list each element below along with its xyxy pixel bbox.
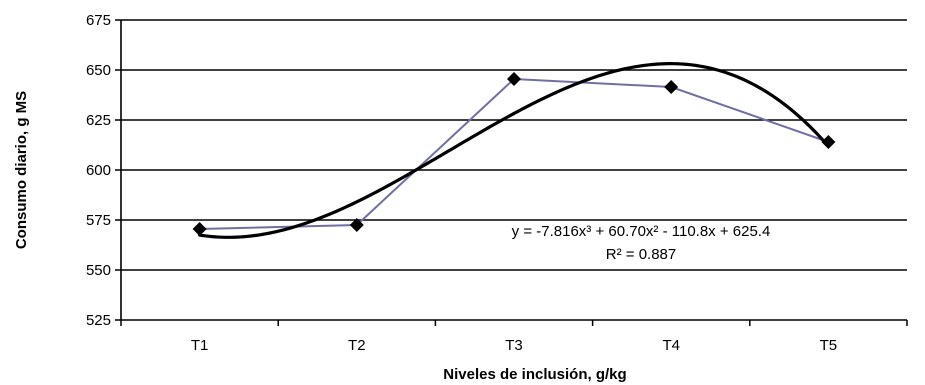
y-tick-label: 525 [86,312,111,329]
series-group [199,77,829,230]
axes [115,19,908,326]
data-point-marker [349,218,364,232]
y-tick-label: 650 [86,62,111,79]
y-tick-labels: 525 550 575 600 625 650 675 [86,12,111,329]
x-axis-title: Niveles de inclusión, g/kg [443,366,626,383]
x-tick-label: T2 [348,337,366,354]
x-tick-label: T3 [505,337,523,354]
data-markers [192,72,836,236]
data-point-marker [664,80,679,94]
data-point-marker [821,135,836,149]
x-tick-label: T5 [820,337,838,354]
y-axis-title: Consumo diario, g MS [13,91,30,249]
r-squared-label: R² = 0.887 [606,246,676,263]
y-tick-label: 575 [86,212,111,229]
x-tick-labels: T1 T2 T3 T4 T5 [191,337,837,354]
y-tick-label: 625 [86,112,111,129]
trendline-curve [198,62,830,239]
gridlines [121,19,907,271]
trendline-group [198,62,830,239]
x-tick-label: T4 [662,337,680,354]
y-tick-label: 675 [86,12,111,29]
y-tick-label: 550 [86,262,111,279]
data-point-marker [192,222,207,236]
x-tick-label: T1 [191,337,209,354]
data-point-marker [507,72,521,86]
y-tick-label: 600 [86,162,111,179]
series-line [199,77,829,230]
trendline-equation: y = -7.816x³ + 60.70x² - 110.8x + 625.4 [512,223,771,240]
